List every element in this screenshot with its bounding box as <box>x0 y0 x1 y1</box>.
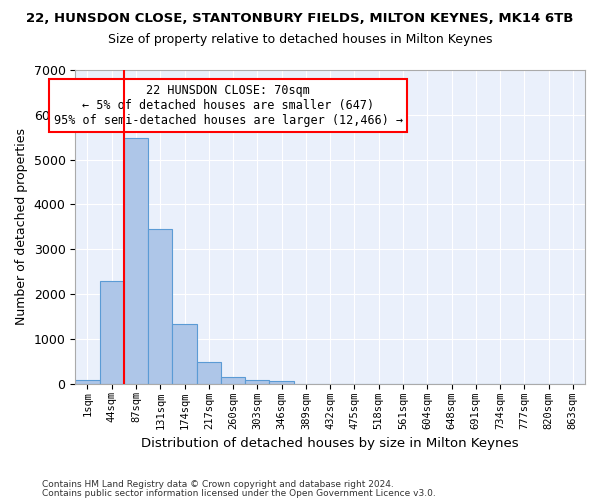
Bar <box>197 362 221 384</box>
Bar <box>148 229 172 384</box>
Bar <box>100 281 124 384</box>
Y-axis label: Number of detached properties: Number of detached properties <box>15 128 28 326</box>
Text: Contains HM Land Registry data © Crown copyright and database right 2024.: Contains HM Land Registry data © Crown c… <box>42 480 394 489</box>
Text: 22 HUNSDON CLOSE: 70sqm
← 5% of detached houses are smaller (647)
95% of semi-de: 22 HUNSDON CLOSE: 70sqm ← 5% of detached… <box>53 84 403 127</box>
Text: 22, HUNSDON CLOSE, STANTONBURY FIELDS, MILTON KEYNES, MK14 6TB: 22, HUNSDON CLOSE, STANTONBURY FIELDS, M… <box>26 12 574 26</box>
Bar <box>221 376 245 384</box>
X-axis label: Distribution of detached houses by size in Milton Keynes: Distribution of detached houses by size … <box>142 437 519 450</box>
Bar <box>269 382 294 384</box>
Bar <box>172 324 197 384</box>
Bar <box>124 138 148 384</box>
Text: Contains public sector information licensed under the Open Government Licence v3: Contains public sector information licen… <box>42 489 436 498</box>
Bar <box>75 380 100 384</box>
Bar <box>245 380 269 384</box>
Text: Size of property relative to detached houses in Milton Keynes: Size of property relative to detached ho… <box>108 32 492 46</box>
